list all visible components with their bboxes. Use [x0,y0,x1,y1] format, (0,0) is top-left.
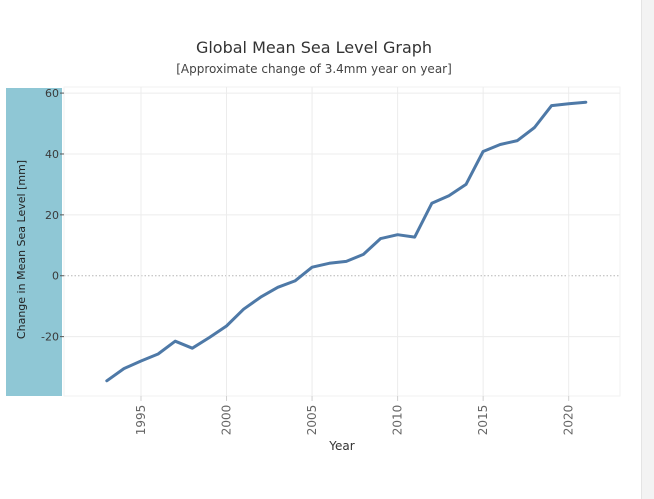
grid-lines [63,86,621,397]
series-line [105,100,588,383]
scrollbar-track[interactable] [641,0,654,499]
y-tick-label: 20 [45,209,59,222]
chart-subtitle: [Approximate change of 3.4mm year on yea… [176,62,452,76]
y-axis-label: Change in Mean Sea Level [mm] [15,160,28,339]
axis-labels: Year Change in Mean Sea Level [mm] [15,160,355,453]
y-tick-label: 60 [45,87,59,100]
x-tick-label: 2015 [476,405,490,436]
x-tick-label: 2000 [220,405,234,436]
y-tick-label: 0 [52,270,59,283]
series-group [105,100,588,383]
x-axis-label: Year [328,439,354,453]
y-tick-label: -20 [41,331,59,344]
chart-title: Global Mean Sea Level Graph [195,38,433,57]
y-tick-label: 40 [45,148,59,161]
plot-area [63,86,621,397]
x-tick-label: 2005 [305,405,319,436]
x-tick-label: 2020 [562,405,576,436]
y-axis-label-band [6,88,62,396]
axis-ticks: 60 40 20 0 -20 1995 2000 2005 2010 2015 2020 [41,87,576,435]
y-axis-band [6,88,62,396]
x-tick-label: 2010 [391,405,405,436]
x-tick-label: 1995 [134,405,148,436]
